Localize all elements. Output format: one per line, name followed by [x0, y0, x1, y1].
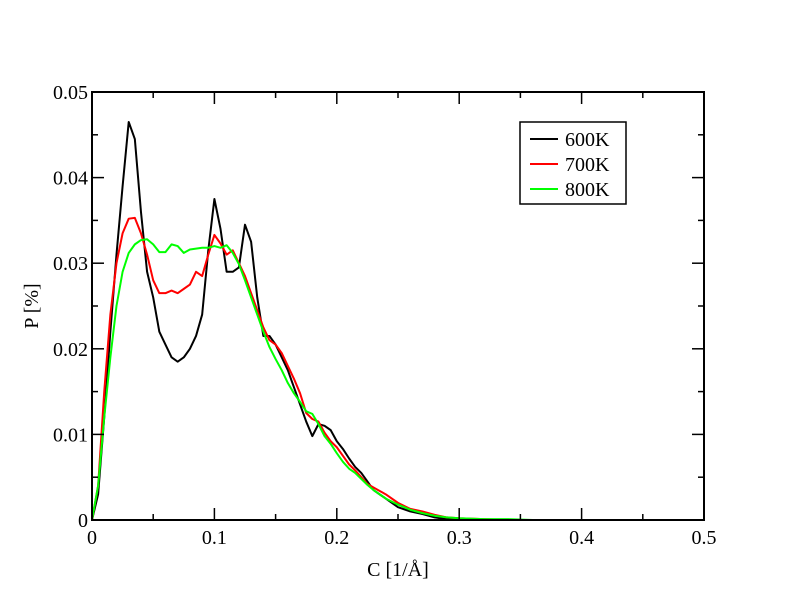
y-axis-label: P [%]	[21, 283, 43, 328]
y-tick-label: 0.03	[53, 253, 88, 275]
x-tick-label: 0.4	[569, 527, 594, 549]
ticks-layer	[91, 91, 705, 521]
legend: 600K 700K 800K	[519, 121, 627, 205]
series-line-800K	[91, 238, 533, 521]
legend-label-700K: 700K	[565, 154, 610, 176]
y-tick-label: 0	[78, 510, 88, 532]
tick-labels-layer: 0 0.1 0.2 0.3 0.4 0.5 0 0.01 0.02 0.03 0.04 0.05	[53, 82, 717, 549]
legend-label-600K: 600K	[565, 129, 610, 151]
x-tick-label: 0.1	[202, 527, 227, 549]
x-tick-label: 0.5	[692, 527, 717, 549]
y-tick-label: 0.05	[53, 82, 88, 104]
series-line-700K	[91, 216, 509, 521]
y-tick-label: 0.04	[53, 168, 88, 190]
y-tick-label: 0.02	[53, 339, 88, 361]
x-axis-label: C [1/Å]	[367, 559, 429, 581]
x-tick-label: 0.2	[324, 527, 349, 549]
x-tick-label: 0.3	[447, 527, 472, 549]
x-tick-label: 0	[87, 527, 97, 549]
y-tick-label: 0.01	[53, 424, 88, 446]
legend-label-800K: 800K	[565, 179, 610, 201]
series-layer	[91, 120, 533, 521]
